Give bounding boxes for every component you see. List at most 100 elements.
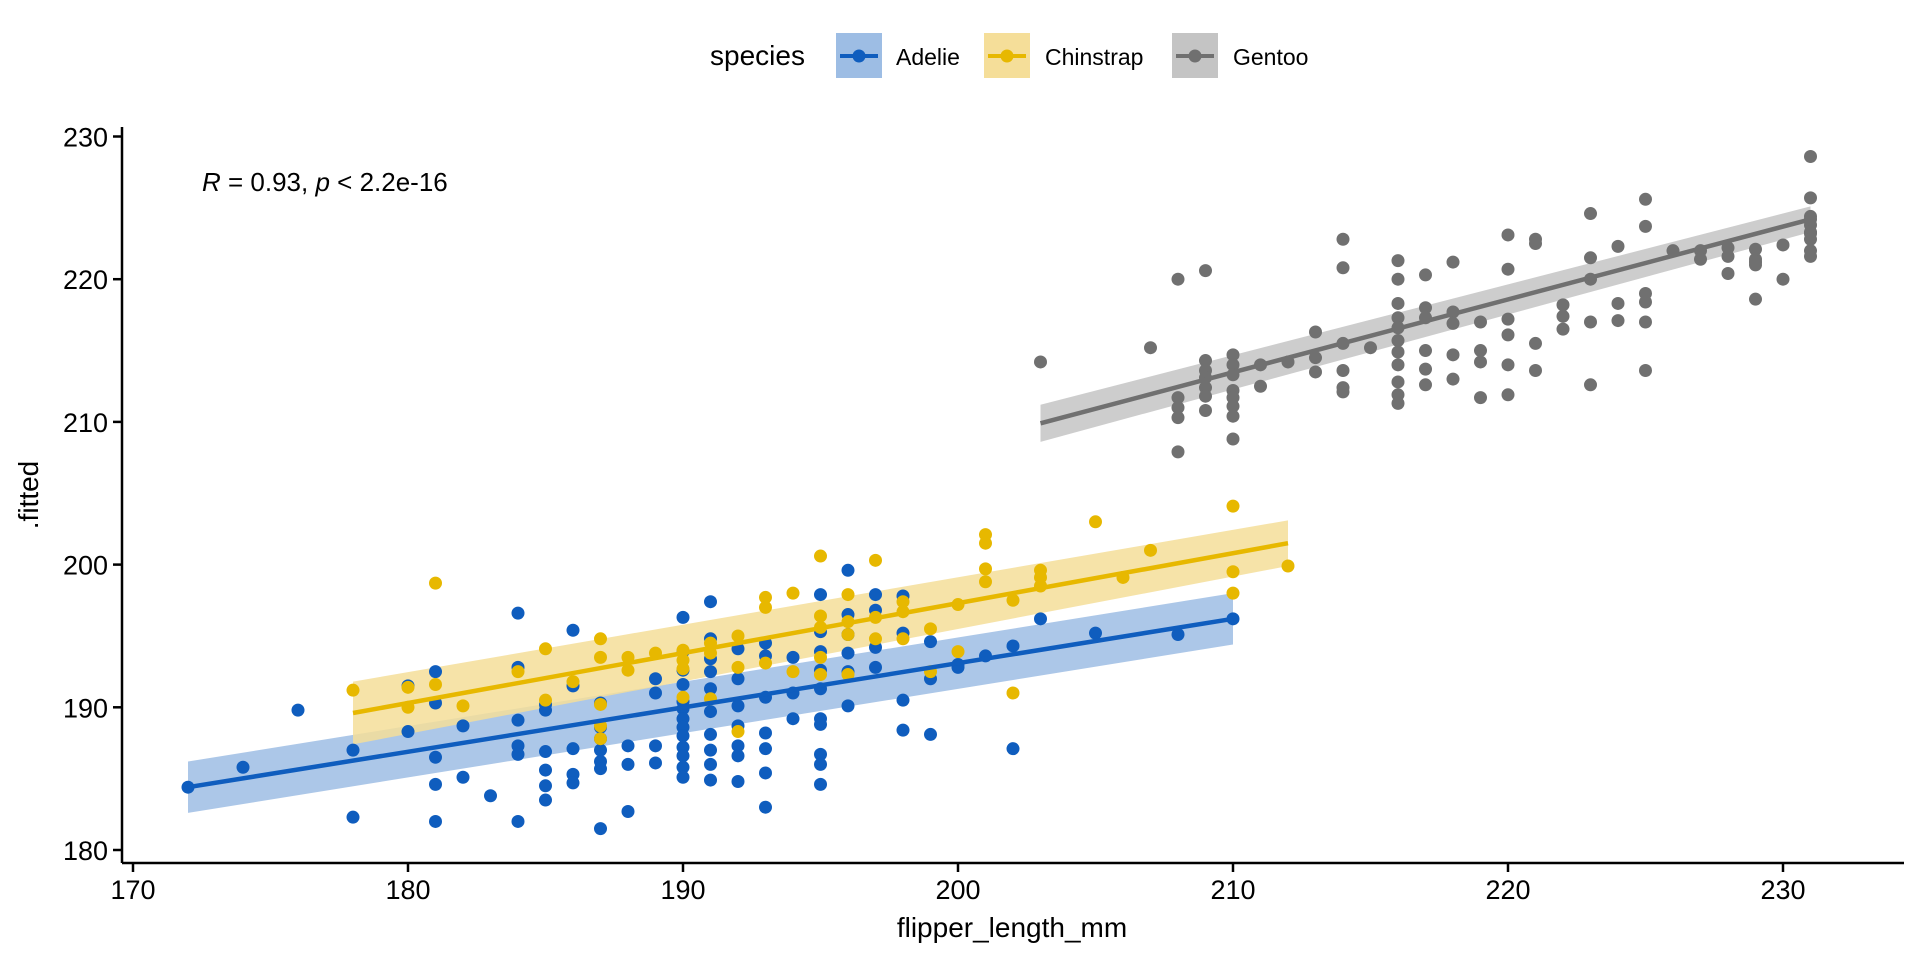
- point-adelie: [731, 749, 745, 763]
- x-axis-label: flipper_length_mm: [897, 912, 1127, 943]
- point-chinstrap: [814, 609, 827, 623]
- point-gentoo: [1584, 378, 1597, 392]
- point-gentoo: [1556, 309, 1570, 323]
- x-tick-label: 200: [935, 875, 980, 905]
- point-gentoo: [1474, 391, 1487, 405]
- point-chinstrap: [1006, 593, 1020, 607]
- point-gentoo: [1226, 358, 1240, 372]
- point-gentoo: [1309, 365, 1322, 379]
- legend-key-point-adelie: [852, 49, 866, 63]
- point-gentoo: [1391, 296, 1405, 310]
- point-gentoo: [1501, 262, 1515, 276]
- axes: flipper_length_mm .fitted 170 180 190 200 21…: [13, 123, 1904, 943]
- legend: species Adelie Chinstrap Gentoo: [710, 33, 1308, 78]
- point-chinstrap: [731, 725, 745, 739]
- point-gentoo: [1804, 244, 1817, 258]
- point-adelie: [346, 810, 360, 824]
- point-gentoo: [1694, 252, 1707, 266]
- point-gentoo: [1804, 232, 1817, 246]
- data-points: [181, 149, 1817, 836]
- point-adelie: [484, 789, 497, 803]
- point-gentoo: [1529, 232, 1542, 246]
- point-adelie: [896, 723, 910, 737]
- point-gentoo: [1804, 149, 1817, 163]
- point-gentoo: [1419, 268, 1432, 282]
- point-gentoo: [1199, 389, 1212, 403]
- point-chinstrap: [896, 632, 910, 646]
- y-tick-label: 230: [63, 123, 108, 153]
- point-gentoo: [1391, 375, 1405, 389]
- point-chinstrap: [979, 575, 992, 589]
- point-gentoo: [1446, 348, 1460, 362]
- point-adelie: [814, 777, 827, 791]
- point-gentoo: [1474, 355, 1487, 369]
- point-gentoo: [1309, 351, 1322, 365]
- legend-label-gentoo: Gentoo: [1233, 44, 1308, 70]
- point-chinstrap: [676, 662, 690, 676]
- point-gentoo: [1199, 264, 1212, 278]
- point-adelie: [704, 743, 717, 757]
- point-gentoo: [1336, 261, 1350, 275]
- point-gentoo: [1309, 325, 1322, 339]
- point-gentoo: [1584, 207, 1597, 221]
- point-gentoo: [1199, 354, 1212, 368]
- point-gentoo: [1556, 322, 1570, 336]
- point-gentoo: [1501, 358, 1515, 372]
- point-adelie: [511, 606, 525, 620]
- point-adelie: [814, 588, 827, 602]
- point-gentoo: [1336, 385, 1350, 399]
- point-chinstrap: [731, 629, 745, 643]
- point-adelie: [594, 762, 607, 776]
- point-gentoo: [1611, 296, 1625, 310]
- point-chinstrap: [456, 699, 470, 713]
- point-adelie: [1006, 742, 1020, 756]
- point-adelie: [511, 747, 525, 761]
- point-gentoo: [1721, 249, 1735, 263]
- point-chinstrap: [1144, 543, 1157, 557]
- point-adelie: [429, 777, 442, 791]
- point-gentoo: [1419, 378, 1432, 392]
- point-chinstrap: [1089, 515, 1102, 529]
- point-adelie: [1171, 628, 1185, 642]
- point-adelie: [814, 747, 827, 761]
- point-gentoo: [1474, 315, 1487, 329]
- point-adelie: [429, 665, 442, 679]
- point-adelie: [759, 726, 772, 740]
- point-adelie: [731, 672, 745, 686]
- point-gentoo: [1639, 364, 1652, 378]
- point-chinstrap: [924, 622, 937, 636]
- point-gentoo: [1611, 239, 1625, 253]
- point-gentoo: [1639, 315, 1652, 329]
- x-tick-label: 220: [1485, 875, 1530, 905]
- point-adelie: [236, 760, 250, 774]
- point-chinstrap: [841, 667, 855, 681]
- point-gentoo: [1171, 272, 1185, 286]
- point-chinstrap: [896, 595, 910, 609]
- point-gentoo: [1199, 403, 1212, 417]
- y-tick-label: 220: [63, 265, 108, 295]
- point-adelie: [1089, 626, 1102, 640]
- point-chinstrap: [429, 677, 442, 691]
- point-gentoo: [1776, 238, 1790, 252]
- point-gentoo: [1501, 388, 1515, 402]
- point-gentoo: [1364, 341, 1377, 355]
- point-adelie: [539, 793, 552, 807]
- point-adelie: [1006, 639, 1020, 653]
- point-adelie: [594, 822, 607, 836]
- point-chinstrap: [979, 536, 992, 550]
- point-gentoo: [1171, 391, 1185, 405]
- point-adelie: [704, 682, 717, 696]
- point-chinstrap: [731, 660, 745, 674]
- point-gentoo: [1226, 348, 1240, 362]
- point-gentoo: [1446, 316, 1460, 330]
- point-chinstrap: [346, 683, 360, 697]
- point-adelie: [346, 743, 360, 757]
- point-chinstrap: [786, 586, 800, 600]
- point-adelie: [814, 757, 827, 771]
- point-adelie: [704, 705, 717, 719]
- point-adelie: [649, 756, 662, 770]
- point-gentoo: [1419, 362, 1432, 376]
- point-gentoo: [1474, 344, 1487, 358]
- point-chinstrap: [869, 553, 882, 567]
